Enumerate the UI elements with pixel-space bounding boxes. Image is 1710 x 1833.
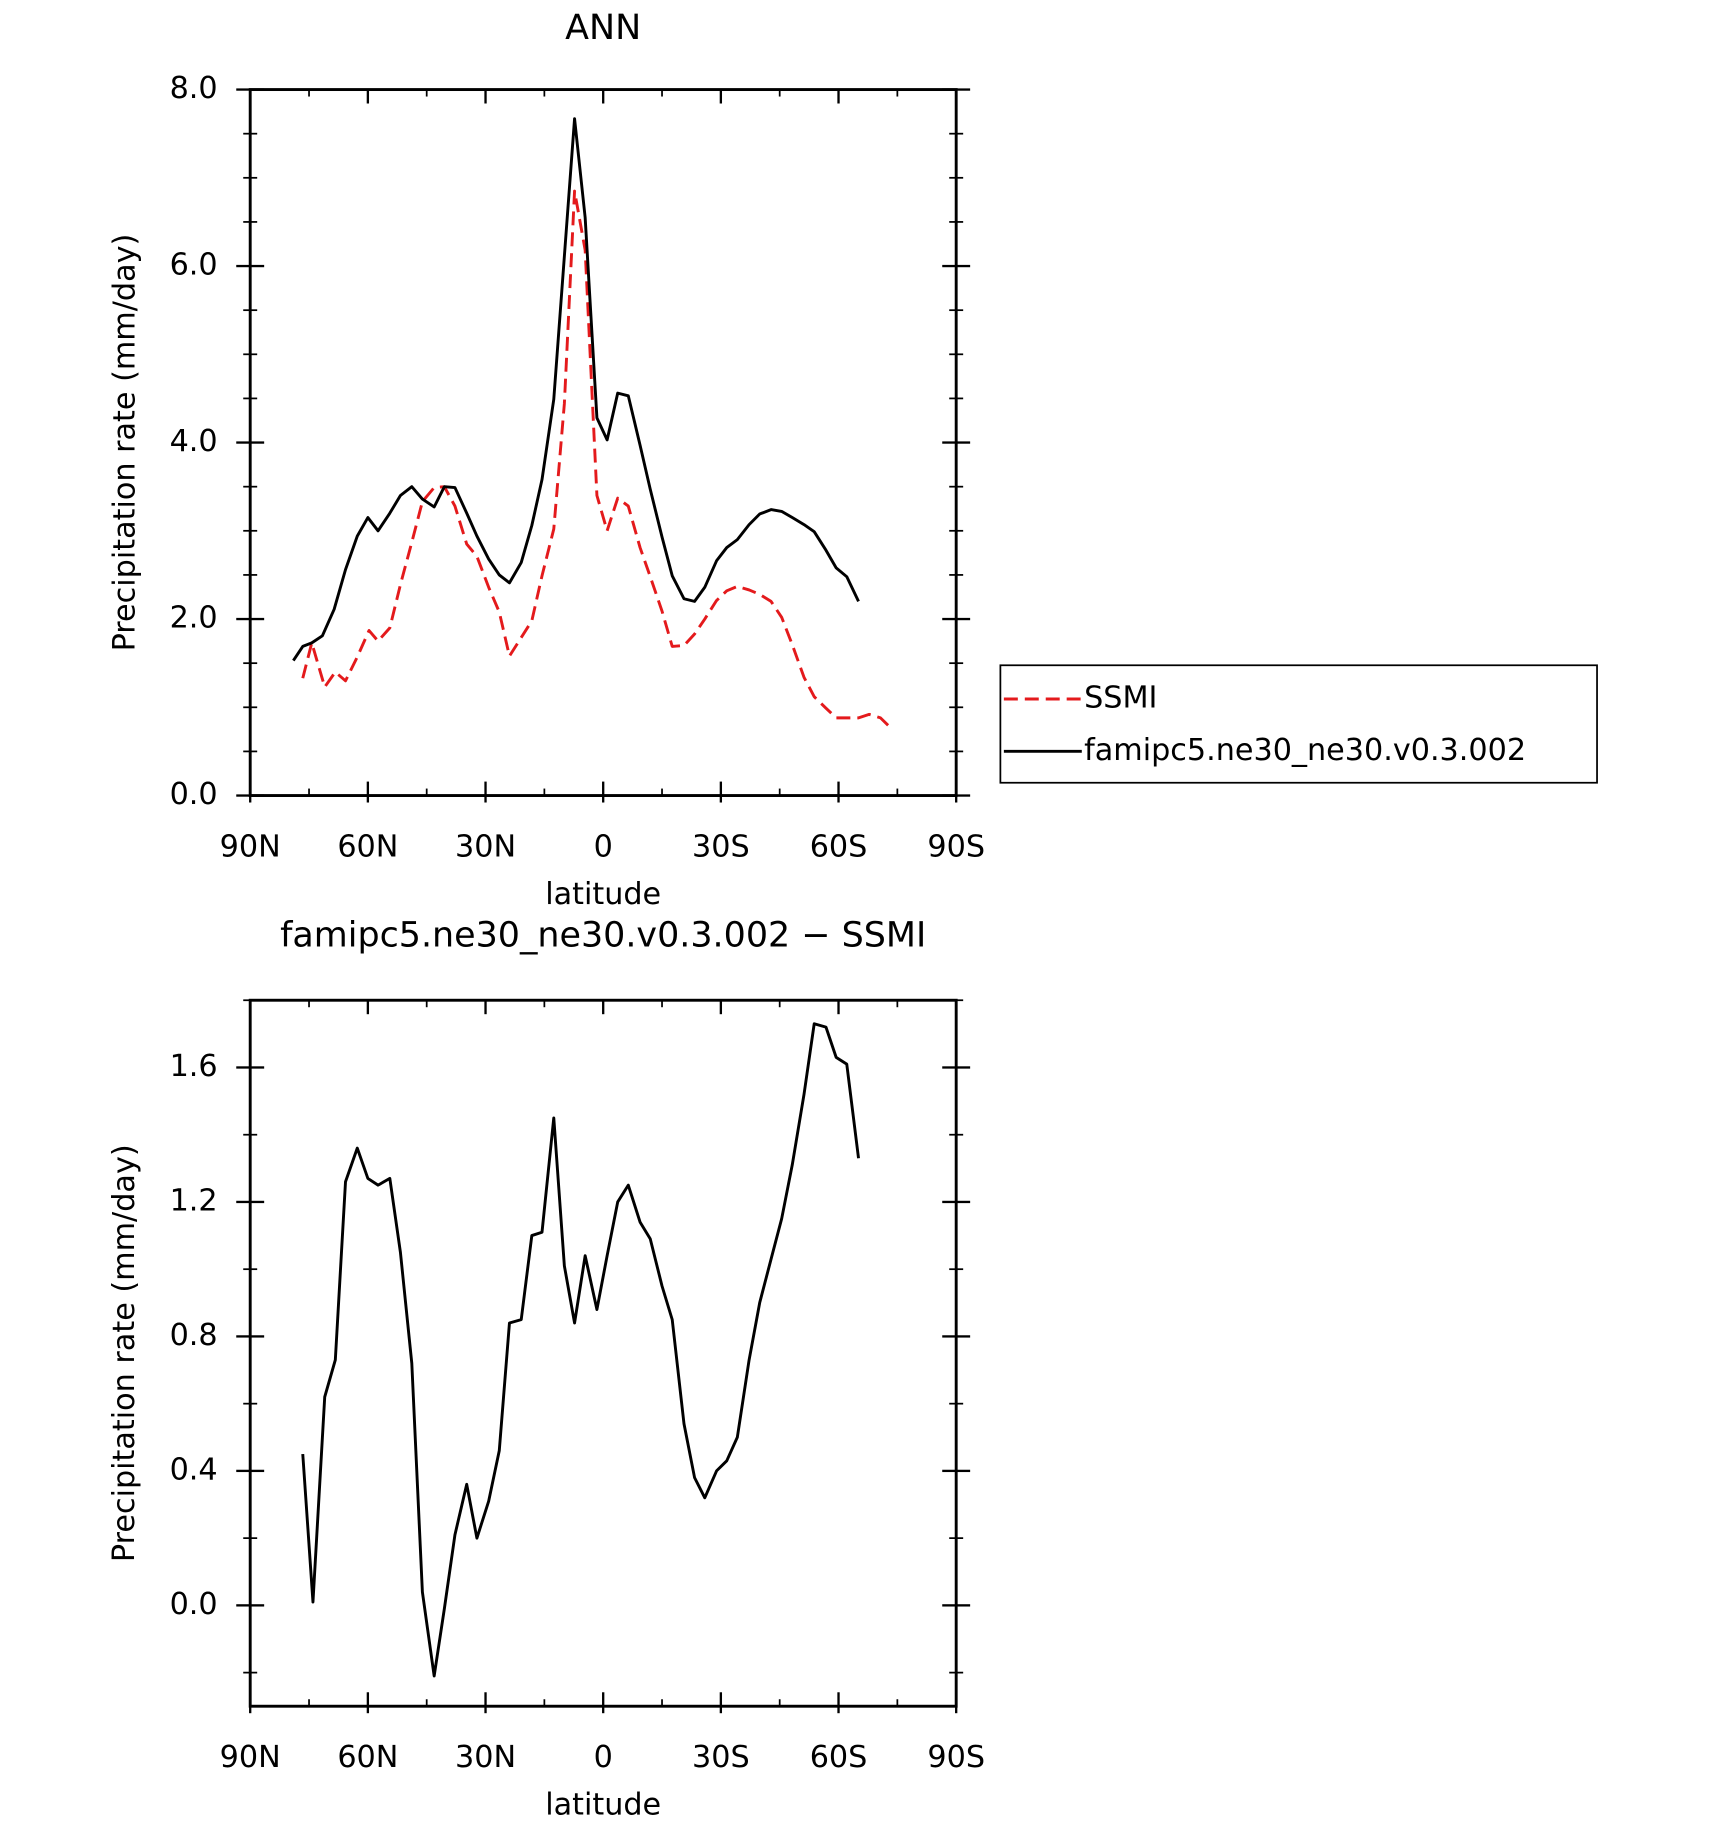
y-tick-label: 2.0 — [170, 601, 218, 636]
x-tick-label: 30S — [692, 829, 750, 864]
x-tick-label: 60S — [810, 829, 868, 864]
x-tick-label: 60N — [337, 829, 398, 864]
y-tick-label: 1.2 — [170, 1183, 218, 1218]
y-tick-label: 6.0 — [170, 248, 218, 283]
plot-frame — [248, 88, 958, 797]
data-line — [301, 189, 894, 731]
data-line — [301, 1022, 860, 1678]
chart-title: famipc5.ne30_ne30.v0.3.002 − SSMI — [280, 915, 926, 955]
y-axis-title: Precipitation rate (mm/day) — [107, 234, 142, 652]
x-tick-label: 0 — [594, 1740, 613, 1775]
x-tick-label: 30N — [455, 1740, 516, 1775]
x-tick-label: 90S — [927, 829, 985, 864]
x-tick-label: 90S — [927, 1740, 985, 1775]
y-tick-label: 0.8 — [170, 1318, 218, 1353]
y-tick-label: 4.0 — [170, 424, 218, 459]
x-axis-title: latitude — [545, 1788, 661, 1823]
y-tick-label: 8.0 — [170, 71, 218, 106]
y-axis-title: Precipitation rate (mm/day) — [107, 1144, 142, 1562]
x-tick-label: 30N — [455, 829, 516, 864]
x-axis-title: latitude — [545, 877, 661, 912]
legend-label: SSMI — [1084, 681, 1157, 716]
legend: SSMI famipc5.ne30_ne30.v0.3.002 — [999, 664, 1598, 784]
y-tick-label: 1.6 — [170, 1049, 218, 1084]
x-tick-label: 0 — [594, 829, 613, 864]
chart-title: ANN — [565, 8, 641, 48]
legend-label: famipc5.ne30_ne30.v0.3.002 — [1084, 733, 1526, 768]
data-line — [292, 117, 860, 662]
y-tick-label: 0.0 — [170, 777, 218, 812]
legend-box — [999, 664, 1598, 784]
y-tick-label: 0.4 — [170, 1452, 218, 1487]
y-tick-label: 0.0 — [170, 1587, 218, 1622]
x-tick-label: 60S — [810, 1740, 868, 1775]
x-tick-label: 30S — [692, 1740, 750, 1775]
x-tick-label: 90N — [220, 829, 281, 864]
x-tick-label: 90N — [220, 1740, 281, 1775]
plot-frame — [248, 998, 958, 1708]
x-tick-label: 60N — [337, 1740, 398, 1775]
